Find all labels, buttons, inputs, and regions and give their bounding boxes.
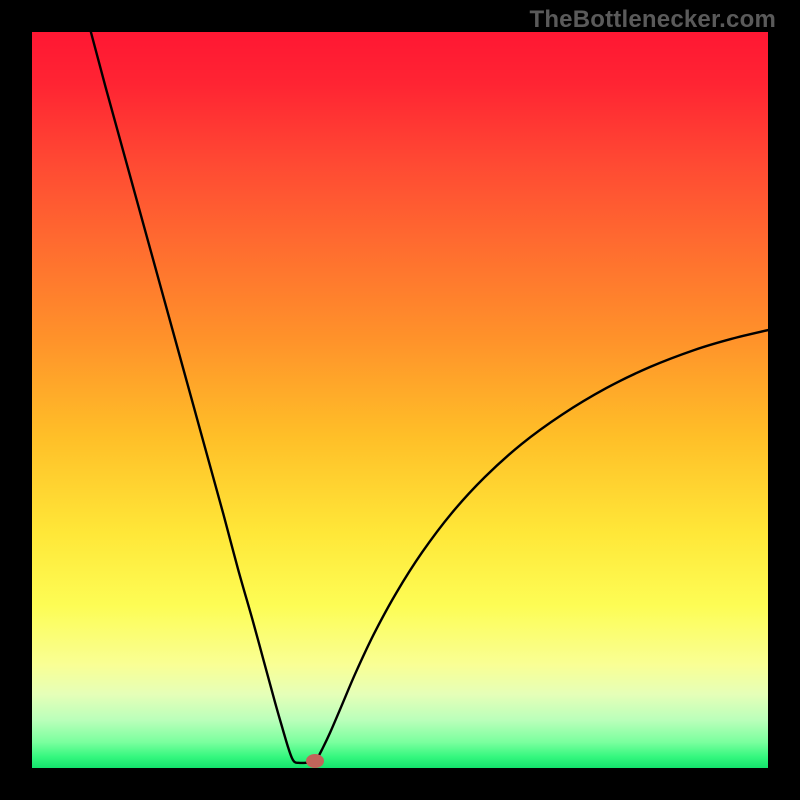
bottleneck-curve xyxy=(32,32,768,768)
chart-frame: TheBottlenecker.com xyxy=(0,0,800,800)
optimum-point-marker xyxy=(306,754,324,768)
watermark-text: TheBottlenecker.com xyxy=(529,6,776,34)
chart-plot-area xyxy=(32,32,768,768)
